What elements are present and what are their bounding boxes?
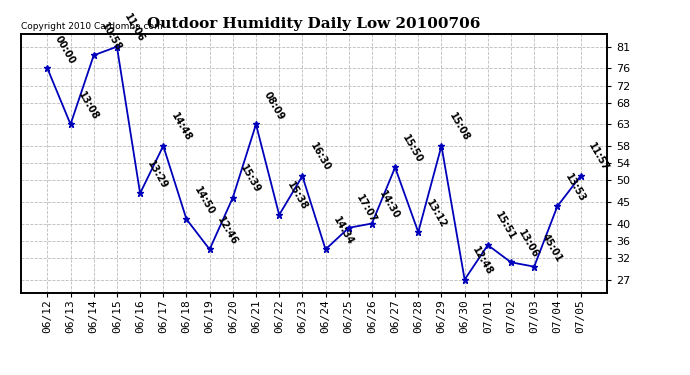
Text: 13:53: 13:53 — [563, 172, 587, 204]
Text: 15:51: 15:51 — [493, 210, 518, 242]
Text: 14:30: 14:30 — [377, 189, 402, 221]
Text: 13:08: 13:08 — [76, 90, 100, 122]
Text: 14:50: 14:50 — [192, 184, 216, 216]
Text: 11:57: 11:57 — [586, 141, 610, 173]
Text: 17:07: 17:07 — [354, 193, 378, 225]
Title: Outdoor Humidity Daily Low 20100706: Outdoor Humidity Daily Low 20100706 — [147, 17, 481, 31]
Text: 14:34: 14:34 — [331, 215, 355, 247]
Text: Copyright 2010 Cardomba.com: Copyright 2010 Cardomba.com — [21, 22, 162, 31]
Text: 12:48: 12:48 — [470, 245, 495, 277]
Text: 08:09: 08:09 — [262, 90, 286, 122]
Text: 13:29: 13:29 — [146, 159, 170, 190]
Text: 15:39: 15:39 — [238, 163, 262, 195]
Text: 15:50: 15:50 — [401, 133, 425, 165]
Text: 12:46: 12:46 — [215, 215, 239, 247]
Text: 13:06: 13:06 — [517, 228, 541, 260]
Text: 14:48: 14:48 — [169, 111, 193, 143]
Text: 10:58: 10:58 — [99, 21, 124, 53]
Text: 15:38: 15:38 — [285, 180, 309, 212]
Text: 15:08: 15:08 — [447, 111, 471, 143]
Text: 45:01: 45:01 — [540, 232, 564, 264]
Text: 16:30: 16:30 — [308, 141, 332, 173]
Text: 11:06: 11:06 — [122, 12, 146, 44]
Text: 13:12: 13:12 — [424, 198, 448, 230]
Text: 00:00: 00:00 — [53, 34, 77, 66]
